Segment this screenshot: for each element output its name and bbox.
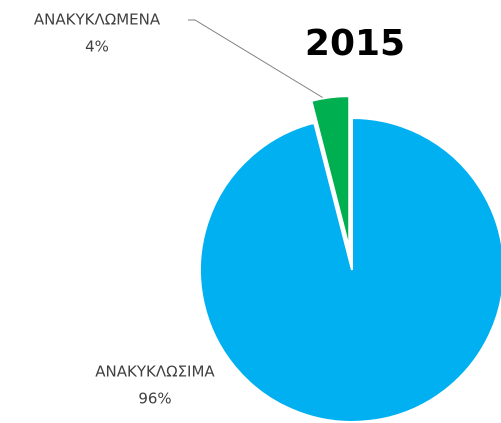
chart-title: 2015 [305,23,405,64]
slice-value-label: 96% [138,390,171,408]
pie-slice [199,116,501,423]
leader-line [188,19,331,103]
slice-value-label: 4% [85,38,109,56]
slice-label: ΑΝΑΚΥΚΛΩΣΙΜΑ [95,363,215,381]
pie-slice [310,95,351,249]
slice-label: ΑΝΑΚΥΚΛΩΜΕΝΑ [34,11,161,29]
